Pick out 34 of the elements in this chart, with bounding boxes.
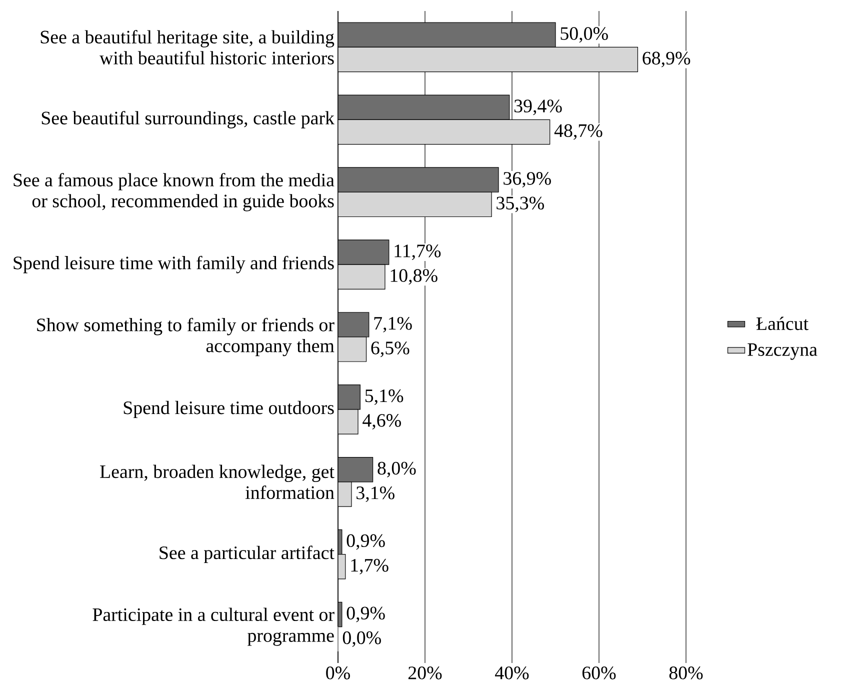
data-label: 50,0% xyxy=(560,27,608,43)
y-tick-label: See beautiful surroundings, castle park xyxy=(42,110,334,128)
legend-label: Łańcut xyxy=(756,316,808,330)
data-label: 0,0% xyxy=(342,631,381,647)
legend-label: Pszczyna xyxy=(748,343,818,360)
y-tick-label: Learn, broaden knowledge, get information xyxy=(100,464,334,500)
data-label: 36,9% xyxy=(504,172,551,188)
y-tick-label: See a beautiful heritage site, a building with beautiful historic interiors xyxy=(40,30,334,64)
x-tick-label: 60% xyxy=(582,666,616,680)
x-tick-label: 20% xyxy=(408,666,442,680)
data-label: 3,1% xyxy=(356,486,394,502)
data-label: 4,6% xyxy=(362,414,401,430)
x-tick-label: 0% xyxy=(326,666,350,680)
data-label: 10,8% xyxy=(390,269,438,285)
data-label: 5,1% xyxy=(365,389,404,405)
data-label: 35,3% xyxy=(496,196,544,212)
data-label: 48,7% xyxy=(554,124,602,140)
y-tick-label: Show something to family or friends or accompany them xyxy=(37,318,334,356)
data-label: 11,7% xyxy=(394,244,441,260)
data-label: 0,9% xyxy=(346,606,385,622)
y-tick-label: Spend leisure time outdoors xyxy=(124,400,334,418)
x-tick-label: 80% xyxy=(669,666,703,680)
y-tick-label: Participate in a cultural event or programme xyxy=(92,608,334,646)
x-tick-label: 40% xyxy=(495,666,529,680)
data-label: 7,1% xyxy=(374,316,412,332)
data-label: 1,7% xyxy=(351,558,388,574)
data-label: 68,9% xyxy=(642,52,690,68)
data-label: 0,9% xyxy=(346,534,385,550)
y-tick-label: Spend leisure time with family and friends xyxy=(14,256,334,274)
data-label: 39,4% xyxy=(514,100,562,116)
y-tick-label: See a particular artifact xyxy=(160,546,334,564)
data-label: 8,0% xyxy=(378,462,416,478)
data-label: 6,5% xyxy=(371,342,410,358)
y-tick-label: See a famous place known from the media or school, recommended in guide books xyxy=(14,172,334,212)
